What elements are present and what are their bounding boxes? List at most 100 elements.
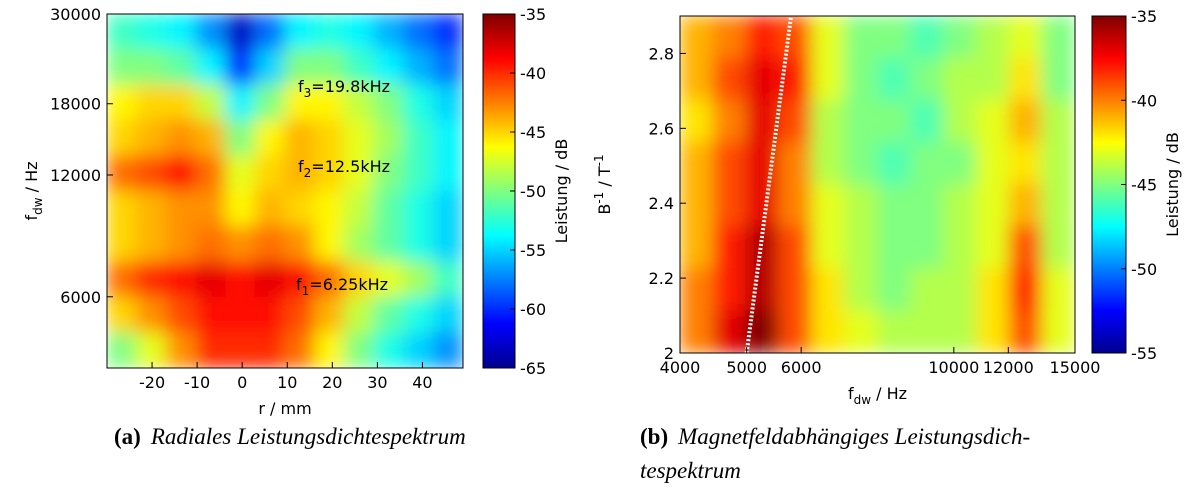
contour-cell [844, 99, 878, 143]
contour-cell [136, 332, 167, 368]
contour-cell [254, 261, 286, 298]
contour-cell [778, 99, 813, 143]
contour-cell [284, 48, 316, 86]
contour-cell [403, 48, 434, 86]
contour-cell [373, 332, 405, 368]
contour-cell [778, 184, 813, 228]
contour-cell [1008, 184, 1043, 228]
contour-cell [712, 310, 747, 353]
contour-cell [254, 119, 286, 157]
text-part: 1 [302, 284, 310, 298]
contour-cell [811, 226, 846, 270]
contour-cell [136, 155, 167, 192]
x-tick-label: 40 [412, 373, 432, 392]
contour-cell [195, 155, 227, 192]
contour-cell [136, 119, 167, 157]
contour-cell [680, 310, 714, 353]
contour-cell [136, 84, 167, 121]
text-part: / T [595, 166, 614, 192]
x-tick-label: 30 [367, 373, 387, 392]
contour-cell [975, 310, 1010, 353]
text-part: dw [854, 393, 872, 407]
x-tick-label: 15000 [1050, 358, 1101, 377]
caption-label: (a) [114, 424, 141, 449]
x-tick-label: 20 [322, 373, 342, 392]
contour-cell [432, 332, 463, 368]
contour-cell [107, 119, 138, 157]
contour-cell [314, 155, 345, 192]
contour-cell [1041, 16, 1075, 59]
contour-cell [225, 225, 256, 263]
x-tick-label: 0 [237, 373, 247, 392]
contour-cell [373, 48, 405, 86]
contour-cell [373, 119, 405, 157]
contour-cell [909, 226, 944, 270]
colorbar-tick-label: -50 [520, 182, 546, 201]
contour-cell [844, 310, 878, 353]
contour-cell [942, 268, 977, 312]
contour-cell [403, 155, 434, 192]
colorbar-tick-label: -55 [520, 241, 546, 260]
contour-cell [225, 48, 256, 86]
text-part: f [848, 384, 854, 403]
contour-cell [225, 296, 256, 334]
contour-cell [975, 57, 1010, 101]
contour-cell [136, 48, 167, 86]
text-part: r / mm [258, 399, 311, 418]
x-tick-label: -10 [184, 373, 210, 392]
contour-cell [195, 14, 227, 50]
contour-cell [136, 14, 167, 50]
contour-cell [373, 225, 405, 263]
contour-cell [844, 184, 878, 228]
contour-cell [314, 190, 345, 227]
contour-cell [373, 190, 405, 227]
contour-cell [254, 190, 286, 227]
contour-cell [877, 310, 911, 353]
text-part: f [296, 275, 302, 294]
caption-text: Magnetfeldabhängiges Leistungsdich- [677, 424, 1030, 449]
contour-cell [1008, 310, 1043, 353]
text-part: =6.25kHz [309, 275, 388, 294]
colorbar-tick-label: -45 [520, 123, 546, 142]
contour-cell [107, 261, 138, 298]
y-tick-label: 30000 [50, 5, 101, 24]
contour-cell [403, 225, 434, 263]
caption: (b) Magnetfeldabhängiges Leistungsdich-te… [640, 424, 1030, 483]
contour-cell [284, 84, 316, 121]
contour-cell [107, 190, 138, 227]
contour-cells [107, 14, 463, 368]
text-part: 2 [304, 166, 312, 180]
contour-cell [165, 155, 197, 192]
contour-cell [712, 99, 747, 143]
contour-cell [314, 48, 345, 86]
contour-cell [432, 48, 463, 86]
contour-cell [975, 268, 1010, 312]
contour-cell [712, 226, 747, 270]
caption-label: (b) [640, 424, 668, 449]
contour-cell [165, 14, 197, 50]
contour-cell [254, 48, 286, 86]
x-tick-label: -20 [139, 373, 165, 392]
contour-cell [877, 16, 911, 59]
contour-cell [811, 184, 846, 228]
contour-cell [1041, 57, 1075, 101]
contour-cell [975, 141, 1010, 185]
contour-cell [909, 184, 944, 228]
contour-cells [680, 16, 1075, 353]
contour-cell [254, 296, 286, 334]
contour-cell [343, 48, 375, 86]
contour-cell [942, 226, 977, 270]
contour-cell [225, 119, 256, 157]
contour-cell [942, 57, 977, 101]
contour-cell [942, 16, 977, 59]
contour-cell [225, 155, 256, 192]
contour-cell [403, 84, 434, 121]
contour-cell [284, 155, 316, 192]
contour-cell [942, 310, 977, 353]
colorbar-tick-label: -35 [1131, 7, 1157, 26]
colorbar-tick-label: -65 [520, 359, 546, 378]
contour-cell [225, 84, 256, 121]
contour-cell [403, 14, 434, 50]
contour-cell [107, 14, 138, 50]
contour-cell [844, 16, 878, 59]
